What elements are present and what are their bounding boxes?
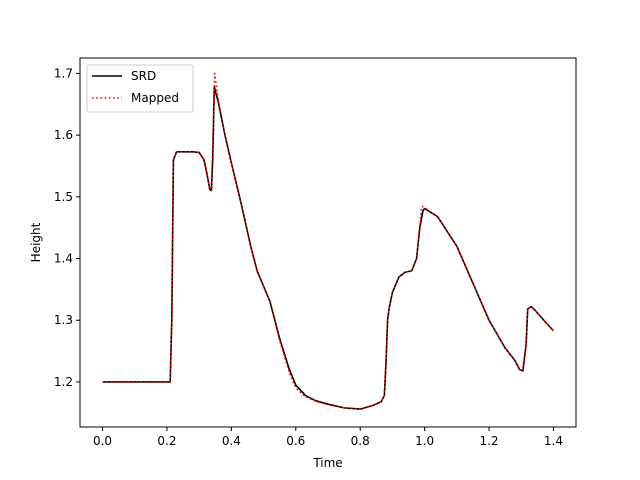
x-axis-label: Time [312,456,342,470]
legend-label-mapped: Mapped [131,91,179,105]
y-tick-label: 1.3 [54,313,73,327]
y-tick-label: 1.7 [54,66,73,80]
y-tick-label: 1.6 [54,128,73,142]
y-tick-label: 1.4 [54,252,73,266]
y-tick-label: 1.2 [54,375,73,389]
x-axis: 0.0 0.2 0.4 0.6 0.8 1.0 1.2 1.4 [93,427,563,448]
series-line-mapped [102,72,555,410]
x-tick-label: 1.4 [544,434,563,448]
x-tick-label: 1.0 [415,434,434,448]
plot-frame [79,57,577,428]
legend-label-srd: SRD [131,69,156,83]
y-axis: 1.2 1.3 1.4 1.5 1.6 1.7 [54,66,80,389]
series-layer [102,72,555,410]
x-tick-label: 0.2 [157,434,176,448]
x-tick-label: 0.4 [222,434,241,448]
x-tick-label: 0.8 [351,434,370,448]
x-tick-label: 0.0 [93,434,112,448]
x-tick-label: 1.2 [479,434,498,448]
legend: SRD Mapped [86,64,194,113]
y-tick-label: 1.5 [54,190,73,204]
x-tick-label: 0.6 [286,434,305,448]
y-axis-label: Height [29,222,43,262]
